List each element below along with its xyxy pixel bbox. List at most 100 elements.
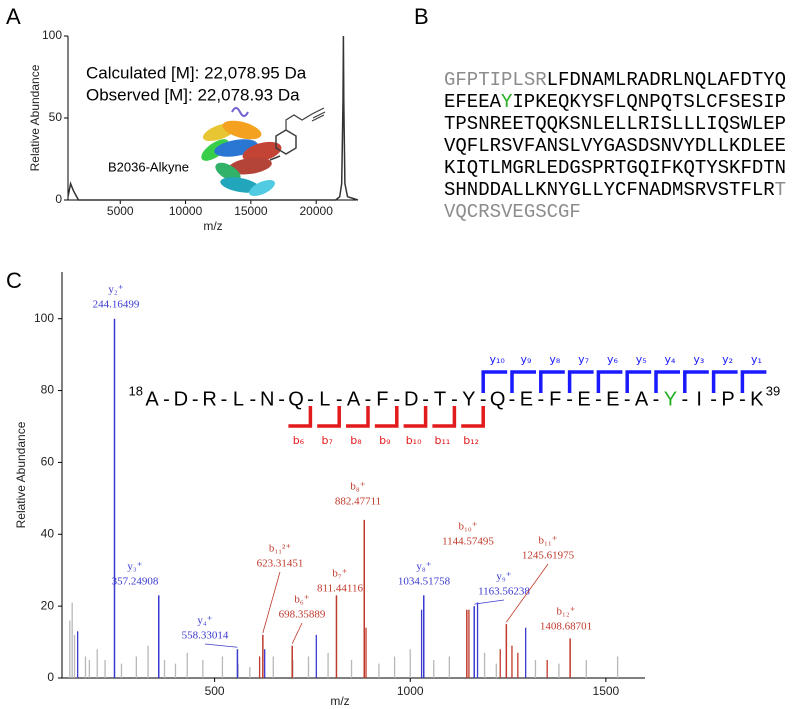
b-ion-label: b₁₁: [434, 434, 450, 447]
y-ion-label: y₇: [578, 353, 589, 366]
spectrum-line: [67, 35, 359, 201]
residue-separator: -: [336, 388, 343, 410]
residue-separator: -: [192, 388, 199, 410]
residue: E: [606, 388, 619, 410]
residue-separator: -: [624, 388, 631, 410]
residue-separator: -: [278, 388, 285, 410]
leader-line: [262, 571, 281, 633]
b-ion-label: b₁₀: [406, 434, 422, 447]
y-axis-label: Relative Abundance: [14, 421, 28, 528]
y-ion-bracket: [539, 370, 565, 393]
ion-mz-label: 357.24908: [112, 576, 159, 588]
leader-line: [291, 622, 303, 644]
y-ion-bracket: [510, 370, 536, 393]
residue: F: [549, 388, 561, 410]
y-tick-label: 0: [47, 670, 54, 684]
y-ion-bracket: [625, 370, 652, 393]
residue-separator: -: [422, 388, 429, 410]
ion-label: y₈⁺: [416, 561, 431, 573]
residue: Q: [490, 388, 506, 410]
annotation: Observed [M]: 22,078.93 Da: [86, 85, 300, 104]
ion-mz-label: 623.31451: [257, 558, 304, 570]
y-ion-bracket: [481, 370, 508, 393]
x-tick-label: 500: [205, 684, 225, 698]
x-tick-label: 5000: [107, 204, 134, 218]
ion-label: b₁₁²⁺: [269, 543, 291, 555]
y-ion-label: y₁₀: [490, 353, 506, 366]
y-tick-label: 20: [41, 598, 55, 612]
residue: E: [520, 388, 533, 410]
b-ion-bracket: [317, 406, 341, 428]
ion-label: y₉⁺: [496, 571, 511, 583]
x-tick-label: 20000: [300, 204, 334, 218]
y-tick-label: 80: [41, 383, 55, 397]
y-ion-bracket: [567, 370, 594, 393]
residue: R: [202, 388, 216, 410]
b-ion-label: b₈: [350, 434, 362, 447]
sequence-segment: IPKEQKYSFLQNPQTSLCFSESIP: [512, 91, 786, 113]
panel-label: C: [6, 268, 22, 293]
ion-label: y₂⁺: [108, 284, 123, 296]
y-ion-label: y₉: [521, 353, 532, 366]
residue: A: [347, 388, 361, 410]
b-ion-label: b₆: [293, 434, 305, 447]
residue-separator: -: [710, 388, 717, 410]
sequence-segment: TPSNREETQQKSNLELLRISLLLIQSWLEP: [444, 113, 786, 135]
x-tick-label: 10000: [169, 204, 203, 218]
residue: L: [319, 388, 330, 410]
ion-mz-label: 558.33014: [182, 630, 229, 642]
sequence-segment: T: [775, 179, 786, 201]
residue: Y: [664, 388, 677, 410]
x-axis-label: m/z: [330, 694, 349, 708]
y-ion-label: y₈: [549, 353, 561, 366]
b-ion-bracket: [346, 406, 370, 428]
panel-label: B: [414, 4, 429, 29]
x-tick-label: 15000: [234, 204, 268, 218]
ion-label: b₇⁺: [332, 568, 347, 580]
sequence-segment: VQFLRSVFANSLVYGASDSNVYDLLKDLEE: [444, 135, 786, 157]
residue: L: [233, 388, 244, 410]
y-ion-bracket: [683, 370, 709, 393]
ion-mz-label: 1034.51758: [398, 576, 451, 588]
b-ion-bracket: [461, 406, 485, 428]
leader-line: [474, 599, 505, 605]
residue-separator: -: [249, 388, 256, 410]
ion-label: b₁₀⁺: [459, 521, 478, 533]
b-ion-bracket: [374, 406, 399, 428]
y-ion-label: y₂: [722, 353, 733, 366]
y-tick-label: 50: [49, 110, 63, 124]
protein-structure: [201, 107, 326, 197]
residue: K: [750, 388, 764, 410]
ion-mz-label: 244.16499: [93, 299, 140, 311]
ion-label: y₄⁺: [197, 615, 212, 627]
leader-line: [204, 643, 238, 648]
ion-mz-label: 1245.61975: [522, 550, 575, 562]
residue-separator: -: [566, 388, 573, 410]
y-ion-label: y₃: [693, 353, 704, 366]
y-tick-label: 0: [55, 192, 62, 206]
y-ion-label: y₁: [751, 353, 762, 366]
ion-mz-label: 1144.57495: [442, 536, 494, 548]
y-axis-label: Relative Abundance: [28, 64, 42, 171]
ion-mz-label: 1163.56238: [478, 586, 530, 598]
residue-end: 39: [766, 383, 780, 398]
panel-label: A: [6, 4, 21, 29]
residue: Y: [462, 388, 475, 410]
sequence-segment: SHNDDALLKNYGLLYCFNADMSRVSTFLR: [444, 179, 775, 201]
y-ion-bracket: [596, 370, 623, 393]
b-ion-label: b₁₂: [463, 434, 479, 447]
ion-label: b₁₁⁺: [539, 535, 558, 547]
sequence-segment: LFDNAMLRADRLNQLAFDTYQ: [547, 69, 786, 91]
residue: T: [434, 388, 446, 410]
ion-mz-label: 1408.68701: [540, 621, 592, 633]
y-tick-label: 60: [41, 455, 55, 469]
residue-start: 18: [129, 383, 143, 398]
residue-separator: -: [163, 388, 170, 410]
residue: I: [696, 388, 702, 410]
ion-label: y₃⁺: [127, 561, 142, 573]
y-tick-label: 100: [42, 28, 62, 42]
residue-separator: -: [451, 388, 458, 410]
y-tick-label: 100: [34, 311, 54, 325]
